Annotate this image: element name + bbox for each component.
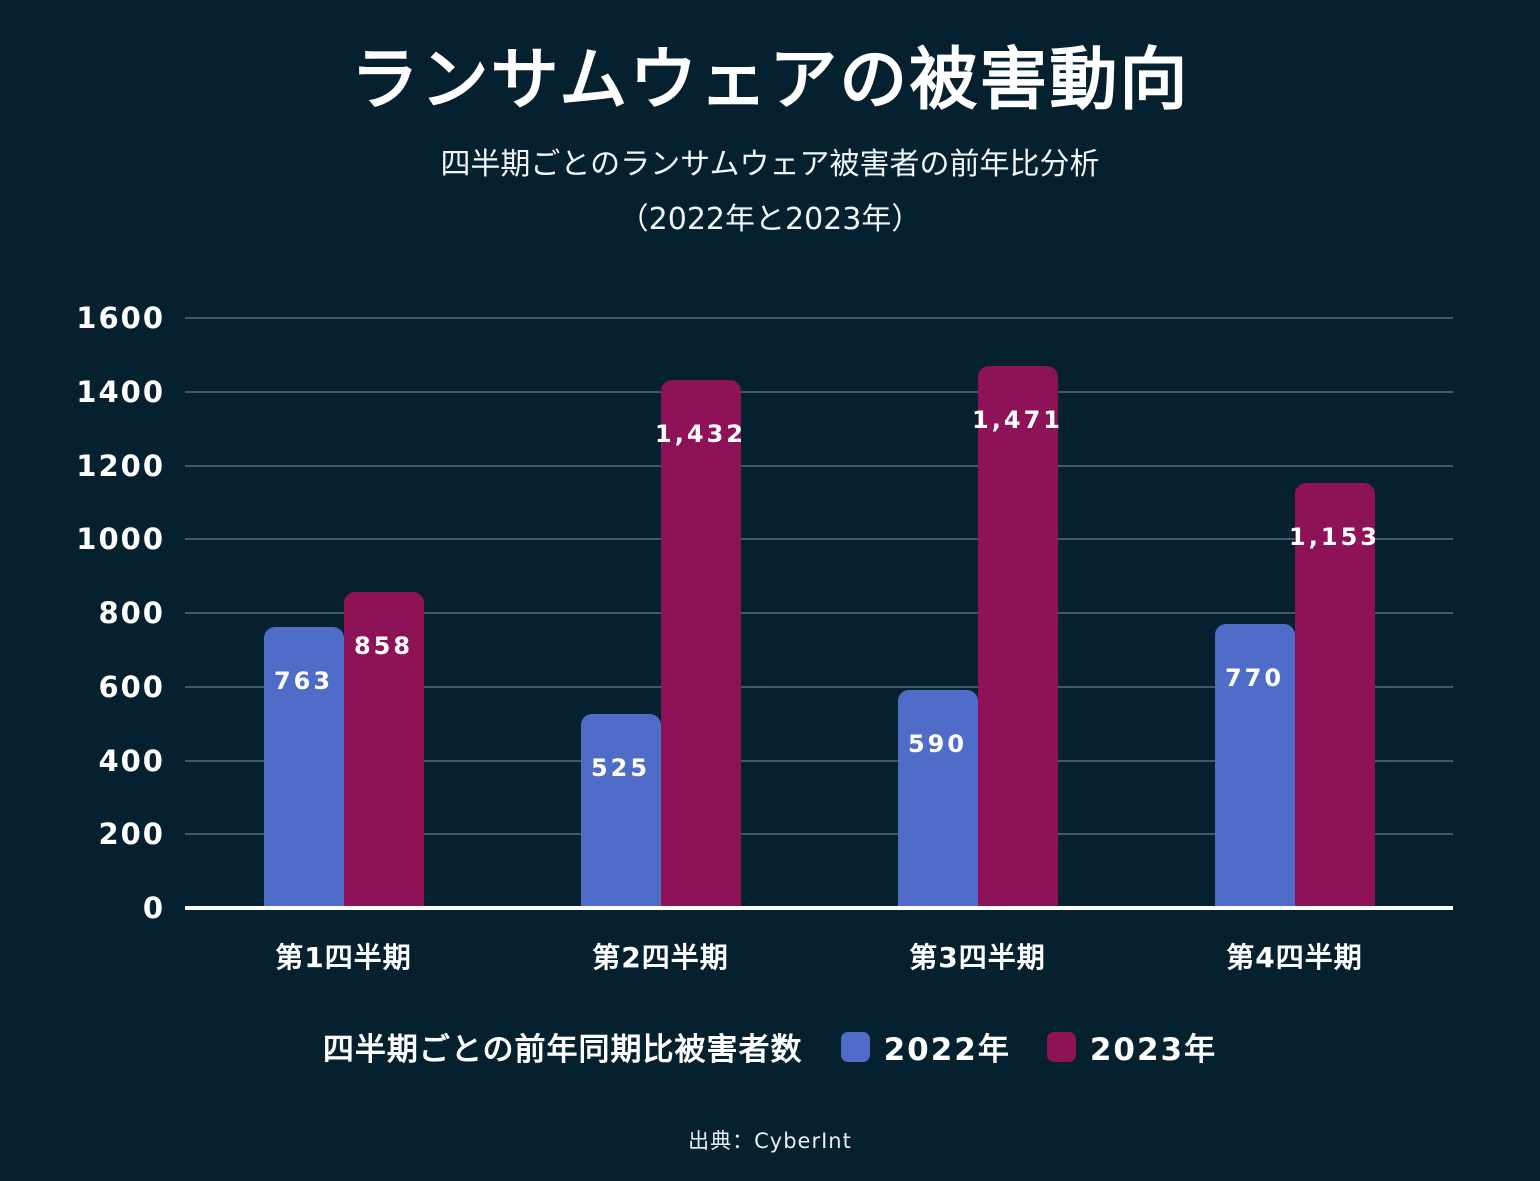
page-title: ランサムウェアの被害動向 — [350, 41, 1190, 120]
bar-group: 770 1,153 — [1136, 318, 1453, 908]
bar-value-label: 525 — [590, 754, 651, 783]
bar-value-label: 590 — [907, 730, 968, 759]
bar-value-label: 1,471 — [972, 405, 1063, 434]
gridline — [185, 833, 1453, 836]
y-tick-label: 1200 — [76, 448, 165, 483]
bar-value-label: 770 — [1224, 664, 1285, 693]
gridline — [185, 390, 1453, 393]
gridline — [185, 685, 1453, 688]
y-tick-label: 600 — [98, 669, 165, 704]
gridline — [185, 538, 1453, 541]
legend-item-label: 2023年 — [1089, 1032, 1218, 1068]
bar-group: 763 858 — [185, 318, 502, 908]
bar-2023: 1,153 — [1289, 482, 1377, 908]
y-tick-label: 400 — [98, 743, 165, 778]
x-tick-label: 第3四半期 — [909, 941, 1046, 974]
y-tick-label: 800 — [98, 596, 165, 630]
x-tick-label: 第2四半期 — [592, 941, 729, 974]
x-tick-label: 第4四半期 — [1226, 941, 1363, 974]
gridline — [185, 612, 1453, 614]
legend-swatch-icon — [840, 1031, 870, 1062]
bar-group: 525 1,432 — [502, 318, 819, 908]
y-tick-label: 1600 — [76, 301, 165, 335]
legend-item-label: 2022年 — [883, 1032, 1011, 1068]
gridline — [185, 464, 1453, 467]
chart-legend: 四半期ごとの前年同期比被害者数 2022年 2023年 — [0, 1024, 1540, 1069]
y-tick-label: 0 — [142, 891, 165, 925]
bar-group: 590 1,471 — [819, 318, 1136, 908]
bar-2023: 1,432 — [655, 380, 743, 908]
y-tick-label: 1400 — [76, 374, 165, 409]
bar-2022: 770 — [1214, 624, 1295, 908]
y-axis-labels: 0 200 400 600 800 1000 1200 1400 1600 — [60, 303, 165, 923]
x-tick-label: 第1四半期 — [275, 941, 412, 974]
bar-value-label: 1,153 — [1289, 522, 1380, 551]
legend-item: 2022年 — [840, 1024, 1011, 1069]
source-attribution: 出典：CyberInt — [688, 1129, 852, 1153]
bar-2022: 590 — [897, 690, 978, 908]
x-axis-line — [185, 906, 1453, 910]
bar-2023: 1,471 — [972, 365, 1060, 908]
bar-groups: 763 858 525 1,432 590 1,471 770 1,153 — [185, 318, 1453, 908]
bar-2022: 763 — [263, 626, 344, 908]
legend-item: 2023年 — [1046, 1024, 1218, 1069]
bar-2022: 525 — [580, 714, 661, 908]
subtitle-line-1: 四半期ごとのランサムウェア被害者の前年比分析 — [440, 147, 1100, 182]
y-tick-label: 1000 — [76, 522, 165, 557]
legend-swatch-icon — [1046, 1031, 1076, 1062]
gridline — [185, 759, 1453, 762]
bar-value-label: 1,432 — [655, 420, 746, 448]
bar-value-label: 858 — [353, 631, 414, 660]
subtitle-line-2: （2022年と2023年） — [618, 202, 922, 237]
legend-title: 四半期ごとの前年同期比被害者数 — [322, 1032, 803, 1068]
y-tick-label: 200 — [98, 817, 165, 852]
chart-subtitle: 四半期ごとのランサムウェア被害者の前年比分析 （2022年と2023年） — [0, 137, 1540, 247]
bar-2023: 858 — [343, 591, 424, 908]
bar-value-label: 763 — [273, 666, 334, 695]
gridline — [185, 317, 1453, 319]
bar-chart-plot-area: 0 200 400 600 800 1000 1200 1400 1600 763 858 525 1… — [76, 303, 1453, 923]
x-axis-labels: 第1四半期 第2四半期 第3四半期 第4四半期 — [185, 936, 1453, 976]
legend-items: 2022年 2023年 — [840, 1024, 1218, 1069]
